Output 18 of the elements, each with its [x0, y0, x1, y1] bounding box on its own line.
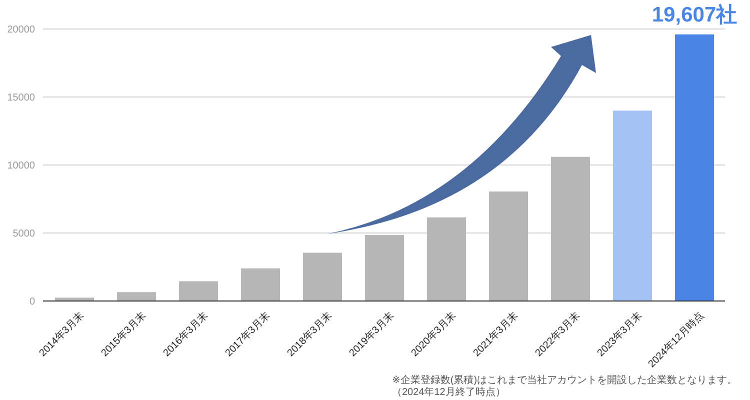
- y-tick-label: 15000: [7, 92, 36, 104]
- data-label: 19,607社: [652, 3, 738, 26]
- bar: [179, 281, 218, 301]
- y-tick-label: 5000: [12, 228, 36, 240]
- bar: [613, 110, 652, 301]
- bar: [365, 235, 404, 301]
- bar: [427, 217, 466, 301]
- text: ※企業登録数(累積)はこれまで当社アカウントを開設した企業数となります。: [392, 375, 738, 386]
- text: （2024年12月終了時点）: [392, 387, 506, 399]
- bar: [675, 34, 714, 301]
- bar: [489, 192, 528, 301]
- bar: [241, 268, 280, 301]
- bar: [551, 156, 590, 301]
- y-tick-label: 0: [29, 296, 36, 308]
- bar: [303, 252, 342, 301]
- y-tick-label: 10000: [7, 160, 36, 172]
- y-tick-label: 20000: [7, 24, 36, 36]
- bar: [117, 292, 156, 301]
